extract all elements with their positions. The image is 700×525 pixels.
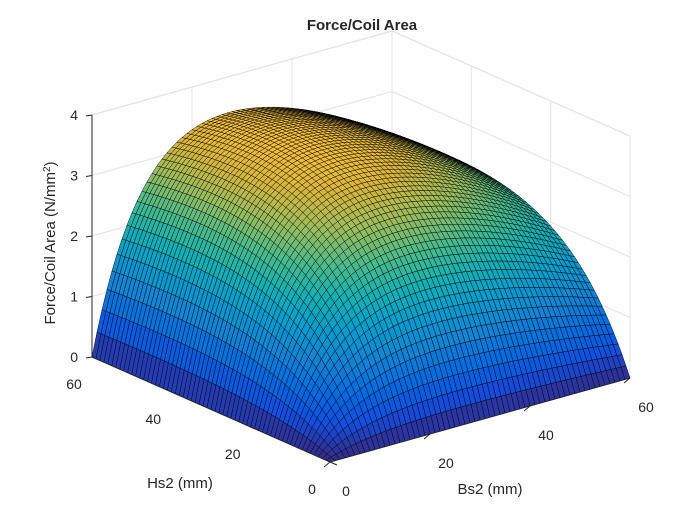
y-tick-label: 20 bbox=[225, 446, 241, 462]
z-tick-label: 0 bbox=[70, 349, 78, 365]
x-tick-label: 40 bbox=[538, 427, 554, 443]
y-tick-mark bbox=[250, 426, 258, 431]
y-tick-mark bbox=[171, 391, 179, 396]
z-tick-mark bbox=[85, 175, 93, 177]
y-tick-mark bbox=[329, 461, 338, 466]
y-tick-label: 60 bbox=[66, 376, 82, 392]
z-tick-label: 1 bbox=[70, 289, 78, 305]
y-axis-line bbox=[91, 356, 331, 463]
y-tick-mark bbox=[91, 356, 100, 361]
x-tick-label: 60 bbox=[638, 399, 654, 415]
x-tick-mark bbox=[623, 377, 631, 384]
tick-labels: 0 20 40 60 0 20 40 60 0 1 2 3 4 bbox=[66, 107, 654, 499]
x-tick-label: 20 bbox=[438, 455, 454, 471]
z-axis-label-superscript: 2 bbox=[42, 166, 53, 172]
y-tick-label: 0 bbox=[308, 481, 316, 497]
z-tick-label: 2 bbox=[70, 228, 78, 244]
z-tick-mark bbox=[85, 296, 93, 298]
x-axis-line bbox=[329, 377, 631, 463]
side-wall-gridline bbox=[391, 30, 631, 137]
z-tick-mark bbox=[85, 114, 93, 117]
z-axis-label-close: ) bbox=[42, 161, 59, 166]
surface-mesh bbox=[91, 106, 631, 463]
z-tick-label: 3 bbox=[70, 168, 78, 184]
y-tick-label: 40 bbox=[146, 411, 162, 427]
z-axis-label: Force/Coil Area (N/mm2) bbox=[42, 161, 60, 324]
z-tick-mark bbox=[85, 356, 93, 359]
y-axis-label: Hs2 (mm) bbox=[147, 475, 213, 492]
z-tick-mark bbox=[85, 235, 93, 238]
x-tick-label: 0 bbox=[342, 483, 350, 499]
x-tick-mark bbox=[523, 405, 531, 412]
side-wall-gridline bbox=[391, 91, 631, 197]
x-axis-label: Bs2 (mm) bbox=[458, 481, 523, 498]
z-axis-label-main: Force/Coil Area (N/mm bbox=[42, 172, 59, 325]
x-tick-mark bbox=[323, 461, 331, 468]
z-tick-label: 4 bbox=[70, 107, 78, 123]
chart-title: Force/Coil Area bbox=[307, 17, 418, 34]
x-tick-mark bbox=[423, 433, 431, 440]
back-wall-gridline bbox=[91, 30, 393, 116]
